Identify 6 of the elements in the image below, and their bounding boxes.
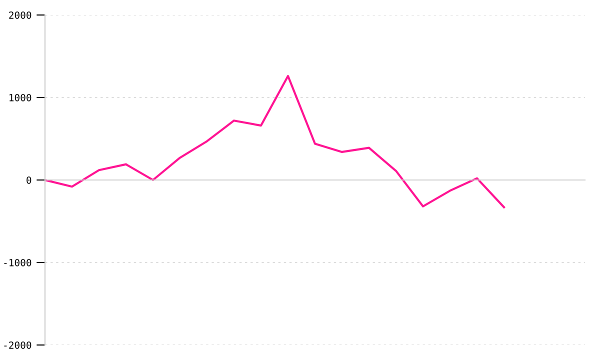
y-tick-label: -1000	[4, 259, 32, 266]
line-series	[45, 75, 506, 208]
y-tick-label: 0	[26, 176, 32, 184]
y-tick-label: 2000	[9, 12, 32, 19]
y-tick-label: 1000	[10, 94, 32, 102]
y-tick-label: -2000	[4, 342, 32, 349]
